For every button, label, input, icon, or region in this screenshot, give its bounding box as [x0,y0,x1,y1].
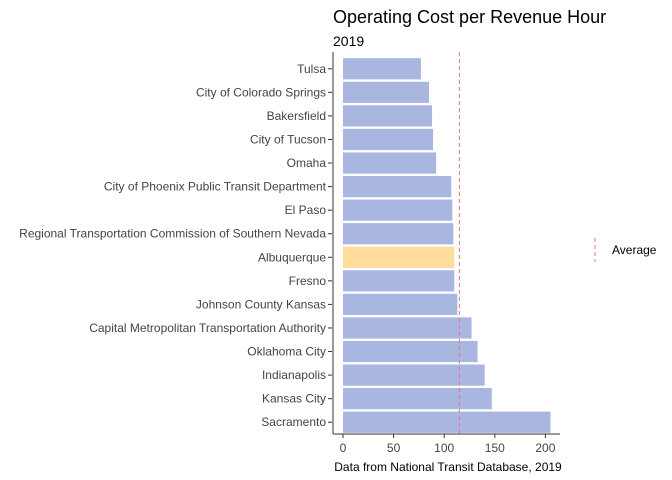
chart-subtitle: 2019 [333,33,364,49]
bar-kansas-city [343,388,492,410]
category-label-fresno: Fresno [289,274,327,288]
bar-tulsa [343,58,421,80]
x-tick-label: 100 [434,441,454,455]
category-label-bakersfield: Bakersfield [267,109,326,123]
bar-el-paso [343,199,453,221]
chart-title: Operating Cost per Revenue Hour [333,7,606,27]
category-label-oklahoma-city: Oklahoma City [247,345,326,359]
category-label-el-paso: El Paso [285,203,327,217]
category-label-albuquerque: Albuquerque [258,250,326,264]
bar-city-of-colorado-springs [343,81,430,103]
legend-label-average: Average [612,243,657,257]
x-ticks: 0 50 100 150 200 [340,434,556,455]
bar-johnson-county-kansas [343,293,458,316]
category-label-kansas-city: Kansas City [262,392,326,406]
category-label-omaha: Omaha [287,156,327,170]
category-label-sacramento: Sacramento [261,415,326,429]
category-label-capital-metropolitan-transportation-authority: Capital Metropolitan Transportation Auth… [89,321,326,335]
category-label-city-of-tucson: City of Tucson [250,132,326,146]
bar-bakersfield [343,105,433,127]
category-label-johnson-county-kansas: Johnson County Kansas [196,297,326,311]
bar-regional-transportation-commission-of-southern-nevada [343,223,454,245]
x-tick-label: 200 [535,441,555,455]
bars-group [343,58,551,433]
bar-city-of-phoenix-public-transit-department [343,175,452,198]
bar-capital-metropolitan-transportation-authority [343,317,472,339]
category-labels: Tulsa City of Colorado Springs Bakersfield… [19,62,332,429]
x-tick-label: 50 [387,441,401,455]
bar-indianapolis [343,364,485,386]
category-label-tulsa: Tulsa [297,62,326,76]
bar-albuquerque [343,246,455,268]
bar-fresno [343,270,455,292]
category-label-city-of-phoenix-public-transit-department: City of Phoenix Public Transit Departmen… [104,180,327,194]
category-label-indianapolis: Indianapolis [262,368,326,382]
category-label-city-of-colorado-springs: City of Colorado Springs [196,85,326,99]
x-axis-title: Data from National Transit Database, 201… [334,460,562,474]
bar-city-of-tucson [343,128,434,151]
category-label-regional-transportation-commission-of-southern-nevada: Regional Transportation Commission of So… [19,227,326,241]
bar-oklahoma-city [343,340,478,363]
x-tick-label: 0 [340,441,347,455]
x-tick-label: 150 [485,441,505,455]
bar-omaha [343,152,437,174]
bar-sacramento [343,411,551,433]
